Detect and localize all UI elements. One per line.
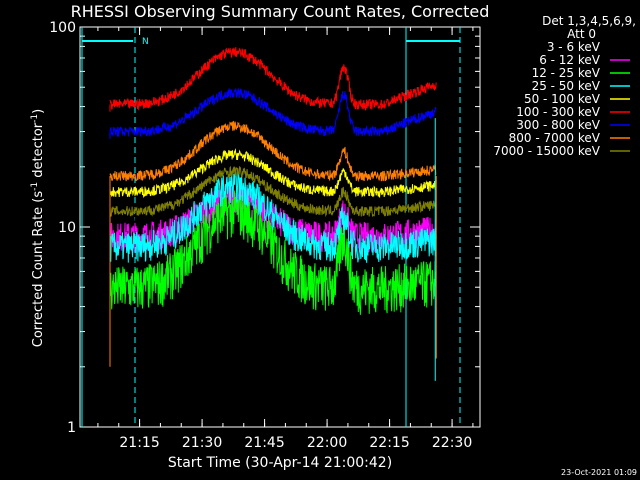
series-line <box>109 87 437 138</box>
y-tick-label: 100 <box>49 20 76 36</box>
x-tick-label: 22:00 <box>307 435 347 451</box>
x-tick-label: 21:45 <box>244 435 284 451</box>
legend-entry-label: 50 - 100 keV <box>524 92 601 106</box>
plot-area: 21:15 21:30 21:45 22:00 22:15 22:30 1 10 100 N <box>49 20 481 451</box>
timestamp: 23-Oct-2021 01:09 <box>561 468 637 477</box>
legend-entry-label: 300 - 800 keV <box>516 118 600 132</box>
series-line <box>109 190 437 315</box>
x-tick-label: 22:15 <box>369 435 409 451</box>
series-line <box>109 171 437 263</box>
x-tick-label: 21:15 <box>119 435 159 451</box>
y-axis-label: Corrected Count Rate (s-1 detector-1) <box>30 109 46 347</box>
legend-entry-label: 800 - 7000 keV <box>509 131 601 145</box>
series-line <box>109 148 437 199</box>
flag-label: N <box>142 37 149 47</box>
series-line <box>109 47 437 111</box>
x-tick-label: 21:30 <box>182 435 222 451</box>
y-tick-label: 10 <box>58 220 76 236</box>
legend-entry-label: 7000 - 15000 keV <box>493 144 600 158</box>
legend-header-line2: Att 0 <box>567 27 596 41</box>
x-tick-label: 22:30 <box>432 435 472 451</box>
legend-header-line1: Det 1,3,4,5,6,9, <box>542 14 636 28</box>
legend-entry-label: 6 - 12 keV <box>539 53 601 67</box>
y-tick-label: 1 <box>67 420 76 436</box>
series-line <box>109 165 437 218</box>
legend-entry-label: 100 - 300 keV <box>516 105 600 119</box>
chart-title: RHESSI Observing Summary Count Rates, Co… <box>71 2 490 21</box>
legend-entry-label: 25 - 50 keV <box>532 79 601 93</box>
series-line <box>109 120 437 183</box>
x-axis-label: Start Time (30-Apr-14 21:00:42) <box>168 455 392 471</box>
legend-entry-label: 3 - 6 keV <box>547 40 601 54</box>
legend-entry-label: 12 - 25 keV <box>532 66 601 80</box>
